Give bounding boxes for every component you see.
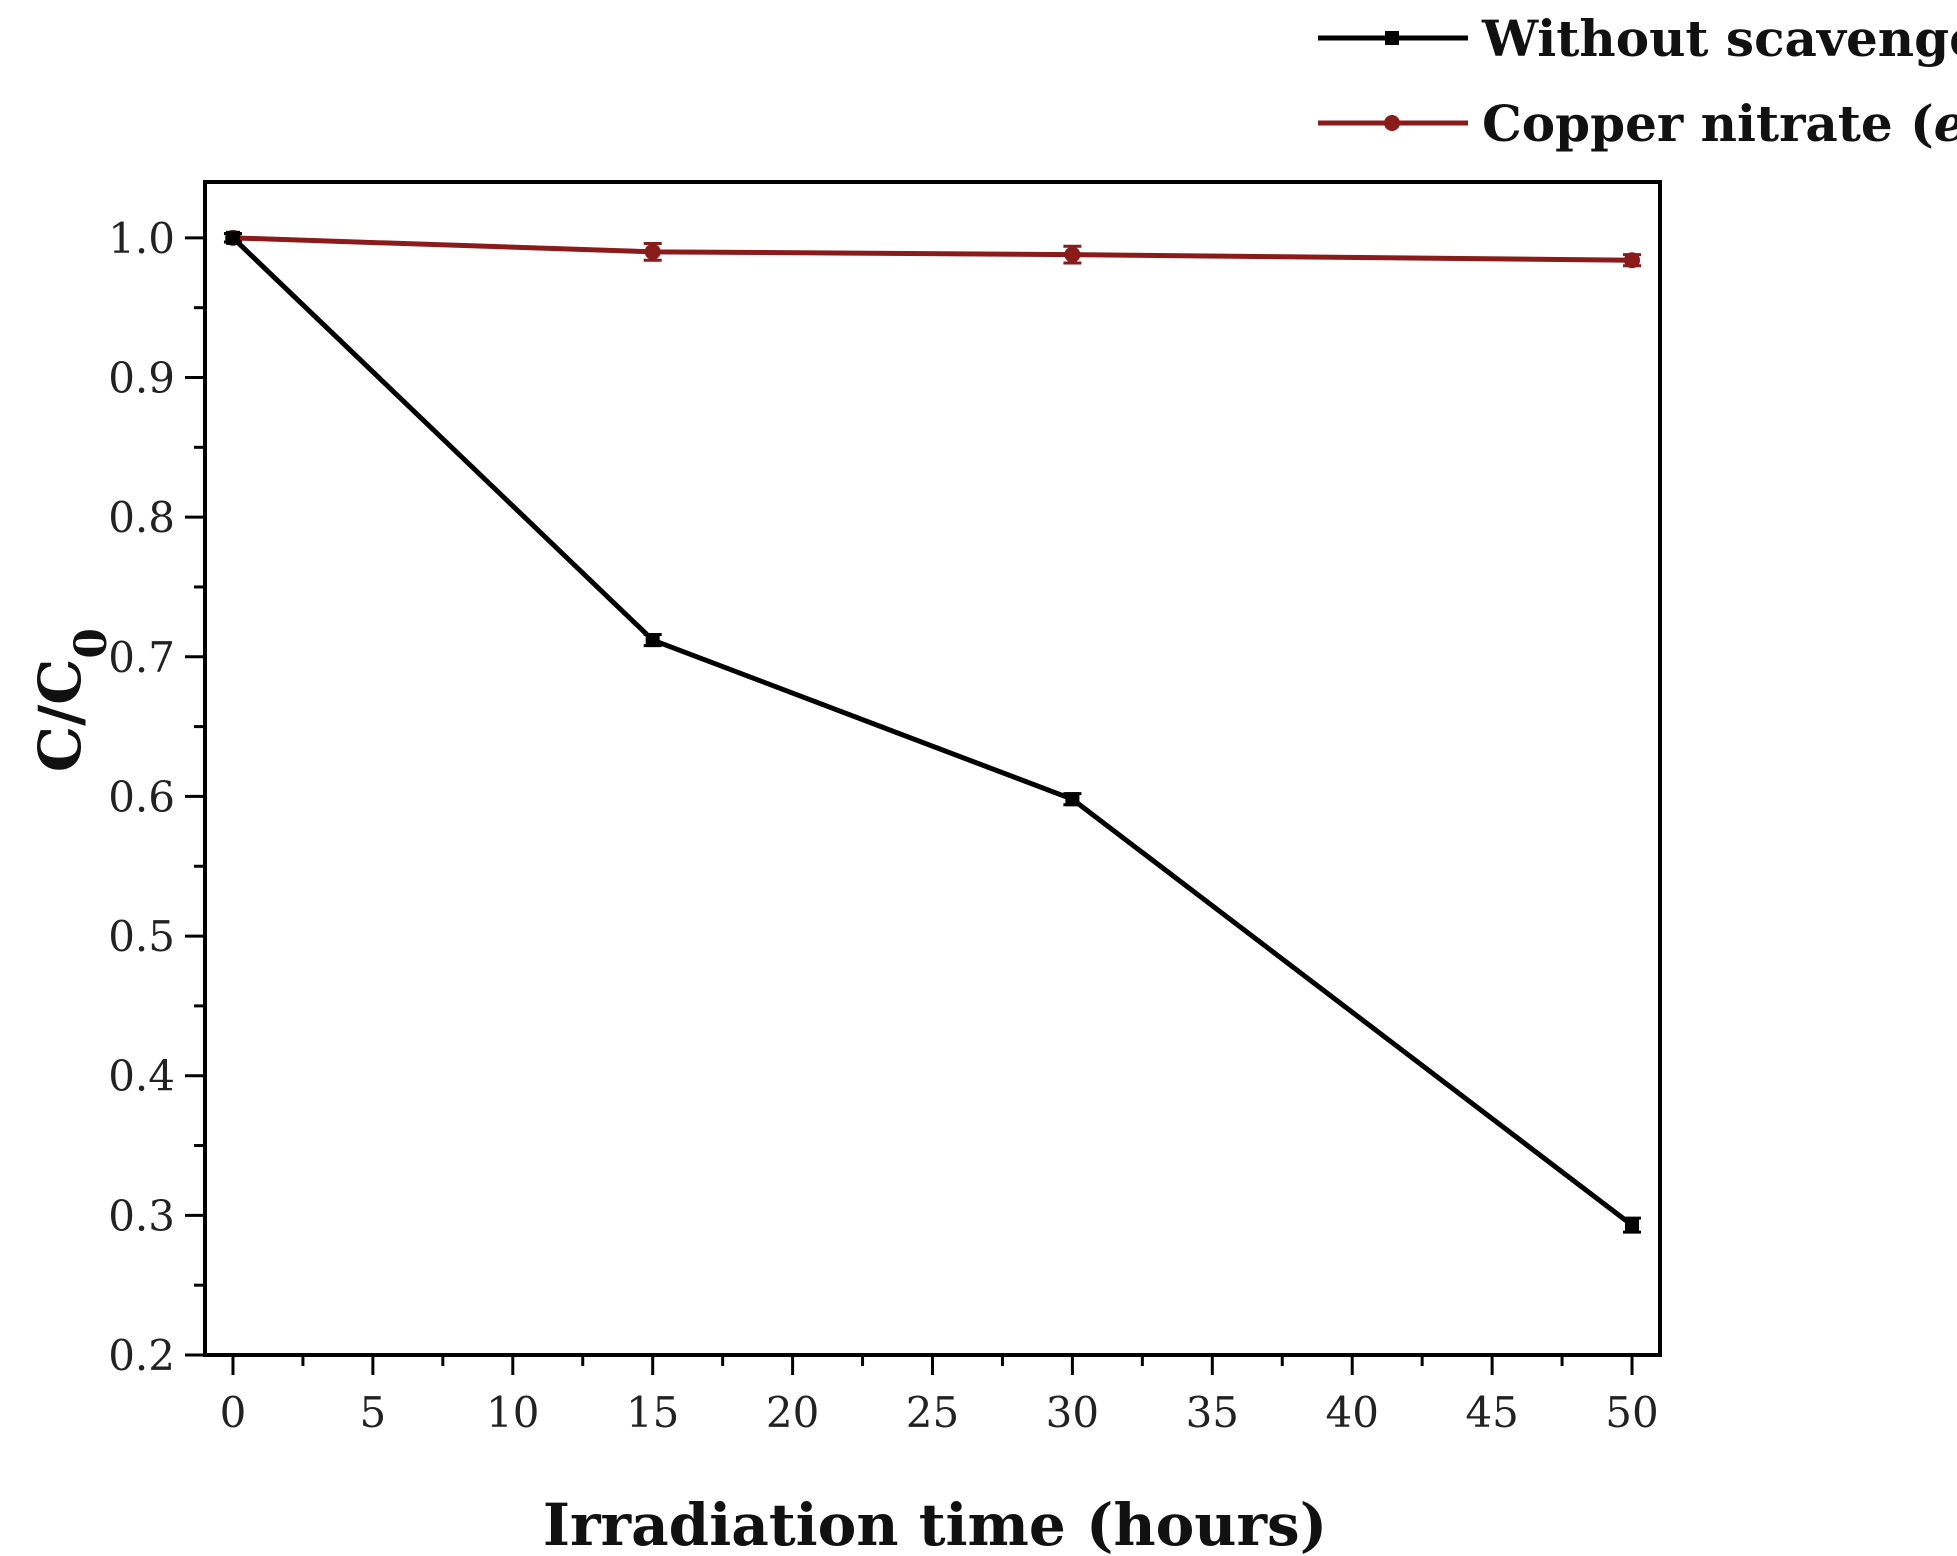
legend-label-without-scavenger-text: Without scavenger [1481, 9, 1957, 68]
x-tick-label: 50 [1605, 1388, 1658, 1437]
x-tick-label: 10 [486, 1388, 539, 1437]
data-point [225, 230, 240, 245]
data-point [1065, 792, 1080, 807]
x-tick-label: 25 [906, 1388, 959, 1437]
series-without-scavenger [223, 230, 1642, 1234]
series-layer [223, 229, 1642, 1234]
x-tick-label: 45 [1465, 1388, 1518, 1437]
series-line [232, 235, 1633, 263]
legend-label-copper-nitrate-italic: e [1934, 94, 1957, 153]
data-point [1624, 252, 1641, 269]
legend-marker-copper-nitrate [1384, 115, 1400, 131]
legend-marker-without-scavenger [1385, 31, 1399, 45]
y-tick-label: 0.5 [108, 912, 175, 961]
y-tick-label: 0.9 [108, 354, 175, 403]
legend: Without scavenger Copper nitrate (e-) [1318, 9, 1957, 153]
y-tick-label: 0.7 [108, 633, 175, 682]
x-tick-label: 15 [626, 1388, 679, 1437]
series-copper-nitrate [223, 229, 1642, 269]
y-tick-label: 0.3 [108, 1191, 175, 1240]
plot-frame [203, 180, 1662, 1357]
plot-frame-border [203, 180, 1662, 1357]
legend-label-without-scavenger: Without scavenger [1481, 9, 1957, 68]
data-point [644, 243, 661, 260]
x-tick-label: 20 [766, 1388, 819, 1437]
series-line [231, 236, 1634, 1228]
y-axis-title-main: C/C [26, 659, 94, 773]
data-point [1064, 246, 1081, 263]
legend-item-copper-nitrate: Copper nitrate (e-) [1318, 90, 1957, 153]
x-axis-ticks: 0 5 10 15 20 25 30 35 40 45 50 [220, 1355, 1659, 1437]
y-tick-label: 0.6 [108, 772, 175, 821]
x-tick-label: 0 [220, 1388, 247, 1437]
y-tick-label: 1.0 [108, 214, 175, 263]
legend-item-without-scavenger: Without scavenger [1318, 9, 1957, 68]
y-axis-title: C/C0 [26, 628, 117, 772]
data-point [645, 633, 660, 648]
y-tick-label: 0.2 [108, 1331, 175, 1380]
y-axis-ticks: 0.2 0.3 0.4 0.5 0.6 0.7 0.8 0.9 1.0 [108, 214, 205, 1380]
y-tick-label: 0.4 [108, 1052, 175, 1101]
data-point [1625, 1218, 1640, 1233]
x-tick-label: 30 [1046, 1388, 1099, 1437]
y-axis-title-subscript: 0 [66, 628, 117, 659]
x-axis-title: Irradiation time (hours) [543, 1491, 1327, 1556]
x-tick-label: 35 [1186, 1388, 1239, 1437]
y-tick-label: 0.8 [108, 493, 175, 542]
x-tick-label: 5 [360, 1388, 387, 1437]
x-tick-label: 40 [1325, 1388, 1378, 1437]
legend-label-copper-nitrate: Copper nitrate (e-) [1482, 90, 1957, 153]
legend-label-copper-nitrate-text: Copper nitrate ( [1482, 94, 1934, 153]
